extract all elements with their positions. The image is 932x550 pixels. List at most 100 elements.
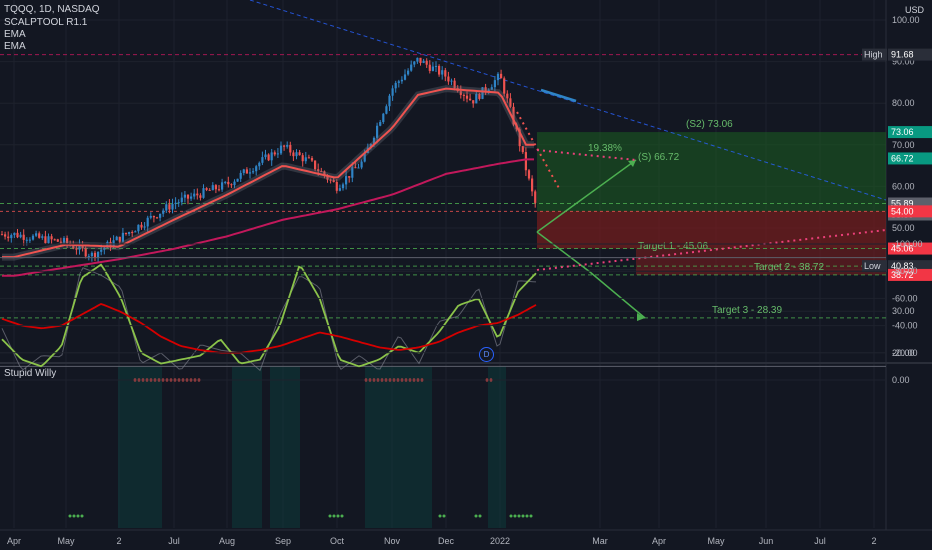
oversold-dot bbox=[68, 514, 72, 518]
candle-body bbox=[202, 188, 205, 198]
trendline-segment bbox=[540, 88, 577, 103]
candle-body bbox=[329, 179, 332, 181]
candle-body bbox=[341, 184, 345, 189]
oversold-dot bbox=[328, 514, 332, 518]
time-axis[interactable]: Apr May 2 Jul Aug Sep Oct Nov Dec 2022 Mar Apr May Ju… bbox=[7, 536, 877, 546]
osc-tick-label: 0.00 bbox=[892, 375, 910, 385]
indicator-ema-2[interactable]: EMA bbox=[4, 41, 26, 52]
candle-body bbox=[236, 178, 239, 182]
candle-body bbox=[357, 167, 360, 169]
dotted-projection bbox=[536, 229, 887, 271]
candle-body bbox=[100, 249, 103, 252]
candle-body bbox=[186, 194, 190, 199]
candle-body bbox=[62, 238, 66, 243]
candle-body bbox=[407, 70, 410, 75]
candle-body bbox=[279, 145, 283, 154]
price-tag bbox=[888, 205, 932, 218]
price-tick-label: 60.00 bbox=[892, 181, 915, 191]
price-tick-label: 30.00 bbox=[892, 306, 915, 316]
candle-body bbox=[276, 153, 279, 155]
candle-body bbox=[434, 65, 438, 67]
candle-body bbox=[314, 160, 317, 170]
candle-body bbox=[230, 184, 233, 186]
candle-body bbox=[317, 169, 320, 172]
candle-body bbox=[521, 146, 524, 153]
candle-body bbox=[137, 224, 140, 232]
candle-body bbox=[81, 244, 84, 249]
candle-body bbox=[379, 122, 382, 126]
candle-body bbox=[90, 252, 93, 257]
candle-body bbox=[431, 66, 434, 71]
candle-body bbox=[298, 152, 301, 156]
candle-body bbox=[419, 57, 422, 63]
oscillator-axis[interactable]: 0.00 -20.00 -40.00 -60.00 -80.00 -100.00 bbox=[892, 239, 923, 385]
candle-body bbox=[22, 234, 25, 240]
candle-body bbox=[335, 181, 338, 191]
candle-body bbox=[397, 81, 400, 83]
candle-body bbox=[47, 236, 50, 244]
candle-body bbox=[345, 176, 348, 185]
candle-body bbox=[217, 189, 221, 191]
candle-body bbox=[190, 196, 193, 199]
candle-body bbox=[211, 185, 214, 191]
osc-shade bbox=[270, 366, 300, 528]
symbol-title[interactable]: TQQQ, 1D, NASDAQ bbox=[4, 4, 100, 15]
projection-lines bbox=[516, 111, 887, 321]
candle-body bbox=[106, 241, 109, 248]
oscillator-title[interactable]: Stupid Willy bbox=[4, 368, 57, 379]
candle-body bbox=[134, 231, 137, 233]
price-axis[interactable]: 100.0090.0080.0070.0060.0050.0040.0030.0… bbox=[862, 15, 932, 358]
candle-body bbox=[115, 236, 118, 241]
candle-body bbox=[354, 167, 357, 169]
annotation-label: (S2) 73.06 bbox=[686, 119, 733, 130]
candle-body bbox=[248, 172, 252, 174]
candle-body bbox=[128, 232, 131, 234]
candle-body bbox=[462, 94, 465, 96]
oversold-dot bbox=[529, 514, 533, 518]
slow-ema-line bbox=[2, 158, 534, 277]
oscillator-pane bbox=[0, 243, 886, 528]
dotted-projection bbox=[536, 149, 637, 161]
candle-body bbox=[323, 171, 326, 176]
oversold-dot bbox=[72, 514, 76, 518]
osc-tick-label: -100.00 bbox=[892, 239, 923, 249]
target-arrow bbox=[536, 231, 646, 319]
candle-body bbox=[304, 157, 307, 162]
candle-body bbox=[385, 106, 388, 114]
price-tag-text: 40.83 bbox=[891, 261, 914, 271]
indicator-scalptool[interactable]: SCALPTOOL R1.1 bbox=[4, 17, 88, 28]
candle-body bbox=[506, 93, 509, 99]
time-tick-label: Aug bbox=[219, 536, 235, 546]
candle-body bbox=[221, 182, 224, 190]
osc-tick-label: -80.00 bbox=[892, 266, 918, 276]
candle-body bbox=[239, 172, 242, 179]
candle-body bbox=[171, 204, 174, 210]
candle-body bbox=[416, 57, 419, 62]
candle-body bbox=[78, 244, 81, 250]
candle-body bbox=[199, 195, 202, 198]
osc-tick-label: -40.00 bbox=[892, 321, 918, 331]
candle-body bbox=[500, 73, 503, 79]
candle-body bbox=[388, 95, 391, 107]
candle-body bbox=[394, 82, 397, 89]
candle-body bbox=[118, 236, 121, 242]
candle-body bbox=[35, 233, 38, 236]
indicator-ema-1[interactable]: EMA bbox=[4, 29, 26, 40]
candle-body bbox=[72, 245, 75, 249]
candle-body bbox=[143, 226, 146, 228]
price-tag-text: 38.72 bbox=[891, 270, 914, 280]
candle-body bbox=[391, 88, 394, 96]
candle-body bbox=[121, 232, 124, 242]
dividend-marker-icon[interactable]: D bbox=[479, 347, 494, 362]
candle-body bbox=[19, 234, 22, 238]
candle-body bbox=[403, 74, 407, 80]
candle-body bbox=[503, 78, 506, 94]
candle-body bbox=[472, 100, 475, 104]
candle-body bbox=[13, 232, 16, 236]
candle-body bbox=[376, 125, 379, 138]
candle-body bbox=[267, 154, 270, 161]
trendline[interactable] bbox=[249, 0, 887, 201]
candle-body bbox=[487, 89, 490, 92]
candle-body bbox=[348, 176, 351, 178]
